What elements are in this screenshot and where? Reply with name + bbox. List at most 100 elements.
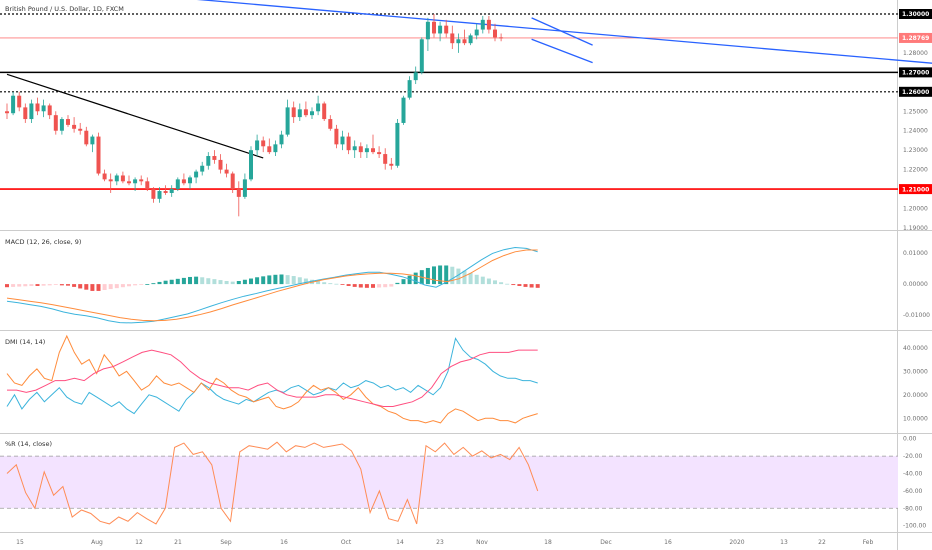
time-axis-label: 16 [280,539,288,546]
candle-body [310,111,314,116]
macd-histogram-bar [35,284,40,286]
candle-body [499,37,504,39]
macd-line [6,246,538,324]
dmi-tick-label: 30.0000 [903,368,928,375]
macd-histogram-bar [175,278,180,285]
trendline [531,17,593,46]
dmi-tick-label: 40.0000 [903,345,928,352]
time-axis-label: 13 [780,539,788,546]
candle-body [11,95,16,114]
price-level-label: 1.30000 [902,11,929,18]
macd-histogram-bar [133,284,138,286]
williams-r-tick-label: 0.00 [903,436,917,443]
macd-tick-label: 0.01000 [903,250,928,257]
plus-di-line [6,337,538,415]
macd-histogram-bar [11,284,16,287]
candle-body [468,35,473,44]
macd-histogram-bar [261,276,266,285]
candle-body [194,171,199,178]
candle-body [151,189,156,199]
candle-body [218,159,223,170]
price-panel[interactable]: 1.28000 1.25000 1.24000 1.23000 1.22000 1.200… [0,0,932,232]
macd-title: MACD (12, 26, close, 9) [5,238,81,246]
macd-histogram-bar [279,274,284,285]
macd-histogram-bar [395,282,400,285]
candle-body [456,39,461,44]
candle-body [230,173,235,190]
macd-histogram-bar [407,275,412,285]
candle-body [206,156,211,166]
candle-body [303,109,308,116]
time-axis-label: 15 [16,539,24,546]
candle-body [84,130,89,145]
macd-histogram-bar [5,284,9,288]
macd-histogram-bar [413,272,418,285]
time-axis[interactable]: 15 Aug 12 21 Sep 16 Oct 14 23 Nov 18 Dec 16 2020 13 22 F… [16,539,873,546]
trendline [196,0,932,64]
macd-histogram-bar [108,284,113,290]
candle-body [395,122,400,166]
trendline [531,38,593,64]
macd-histogram-bar [425,267,430,285]
candle-body [493,29,497,38]
candle-body [41,105,46,112]
candle-body [102,173,107,180]
macd-histogram-bar [511,284,516,286]
williams-r-tick-label: -60.00 [903,488,923,495]
candle-body [279,134,284,145]
candle-body [328,119,333,129]
macd-histogram-bar [206,278,211,285]
macd-histogram-bar [334,283,339,285]
time-axis-label: 18 [544,539,552,546]
macd-histogram-bar [468,272,473,285]
signal-line [6,249,538,322]
candle-body [322,103,327,120]
macd-histogram-bar [23,284,28,287]
macd-histogram-bar [371,284,375,288]
candle-body [114,175,119,182]
macd-histogram-bar [151,283,156,285]
candle-body [346,136,351,151]
candle-body [47,105,52,116]
macd-histogram-bar [145,284,150,285]
macd-histogram-bar [505,283,510,285]
macd-histogram-bar [529,284,534,288]
price-tick-label: 1.25000 [903,108,928,115]
dmi-panel[interactable]: 40.0000 30.0000 20.0000 10.0000 [6,334,928,424]
macd-panel[interactable]: 0.01000 0.00000 -0.01000 [5,246,930,324]
macd-histogram-bar [389,284,394,287]
candle-body [72,124,77,129]
price-level-tag [899,184,932,195]
price-level-label: 1.27000 [902,70,929,77]
macd-histogram-bar [41,284,46,286]
price-level-tag [899,32,932,43]
macd-histogram-bar [224,281,229,285]
macd-histogram-bar [474,274,479,285]
macd-histogram-bar [255,277,260,285]
price-tick-label: 1.22000 [903,167,928,174]
time-axis-label: 16 [664,539,672,546]
time-axis-label: Dec [600,539,612,546]
macd-histogram-bar [273,274,278,285]
macd-histogram-bar [523,284,528,287]
price-tick-label: 1.20000 [903,206,928,213]
macd-histogram-bar [194,276,199,285]
candle-body [316,103,321,112]
candle-body [212,156,217,160]
macd-histogram-bar [535,284,540,288]
macd-histogram-bar [303,278,308,285]
candle-body [297,109,302,118]
candle-body [78,128,83,131]
macd-histogram-bar [352,284,357,287]
macd-histogram-bar [364,284,369,288]
trendline [6,73,264,159]
minus-di-line [6,334,538,424]
macd-histogram-bar [236,281,241,285]
williams-r-panel[interactable]: 0.00 -20.00 -40.00 -60.00 -80.00 -100.00 [0,436,926,530]
macd-histogram-bar [438,265,443,285]
macd-histogram-bar [66,284,70,286]
macd-histogram-bar [114,284,119,289]
macd-histogram-bar [200,277,205,285]
candle-body [181,179,186,184]
macd-histogram-bar [218,280,223,285]
